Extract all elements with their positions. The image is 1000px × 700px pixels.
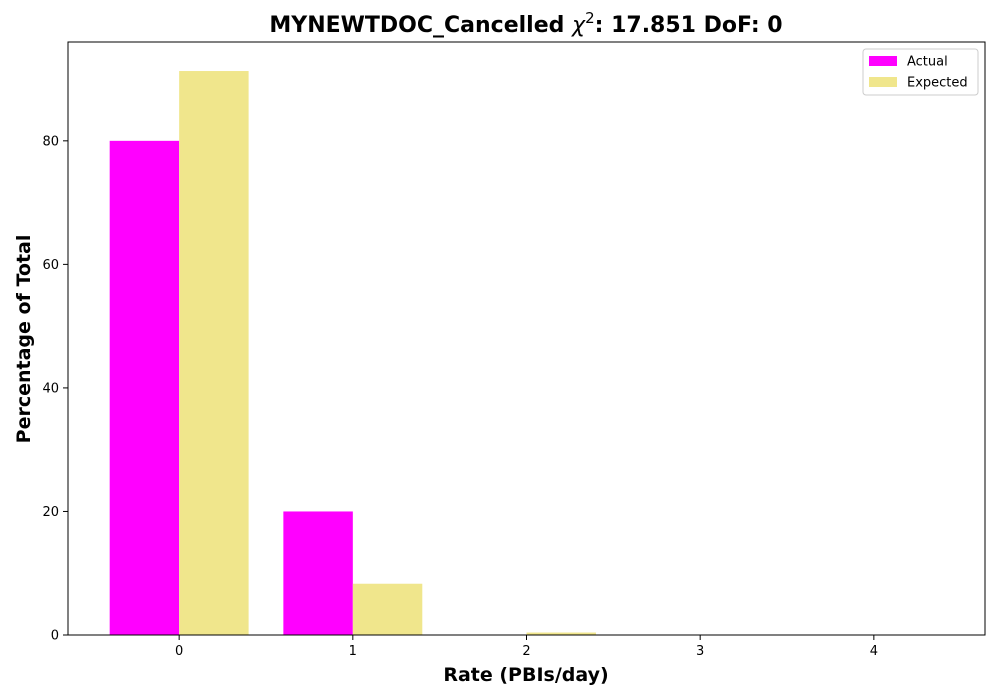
bar-actual-1 bbox=[283, 511, 353, 635]
legend-swatch-expected bbox=[869, 77, 897, 87]
x-axis-label: Rate (PBIs/day) bbox=[443, 664, 608, 686]
chart-title: MYNEWTDOC_Cancelled χ2: 17.851 DoF: 0 bbox=[269, 9, 782, 38]
y-tick-label: 60 bbox=[42, 258, 59, 273]
y-tick-label: 40 bbox=[42, 381, 59, 396]
bar-expected-0 bbox=[179, 71, 249, 635]
x-tick-label: 3 bbox=[696, 644, 704, 659]
legend-label-expected: Expected bbox=[907, 76, 968, 91]
chart-title-chi-exponent: 2 bbox=[585, 9, 595, 27]
x-tick-label: 1 bbox=[349, 644, 357, 659]
chart-title-suffix: : 17.851 DoF: 0 bbox=[595, 13, 783, 38]
legend-swatch-actual bbox=[869, 56, 897, 66]
x-tick-label: 0 bbox=[175, 644, 183, 659]
y-tick-label: 80 bbox=[42, 134, 59, 149]
legend-label-actual: Actual bbox=[907, 55, 948, 70]
chart-title-prefix: MYNEWTDOC_Cancelled bbox=[269, 13, 572, 38]
bar-expected-1 bbox=[352, 583, 423, 635]
x-tick-label: 4 bbox=[870, 644, 878, 659]
bar-expected-2 bbox=[526, 632, 596, 635]
plot-frame bbox=[67, 41, 986, 636]
chart-title-chi-symbol: χ bbox=[571, 13, 586, 38]
legend: Actual Expected bbox=[862, 48, 979, 96]
bars-layer bbox=[109, 71, 596, 635]
bar-actual-0 bbox=[109, 140, 180, 635]
x-tick-label: 2 bbox=[522, 644, 530, 659]
y-axis-label: Percentage of Total bbox=[13, 235, 35, 444]
y-tick-label: 0 bbox=[51, 629, 59, 644]
y-tick-label: 20 bbox=[42, 505, 59, 520]
